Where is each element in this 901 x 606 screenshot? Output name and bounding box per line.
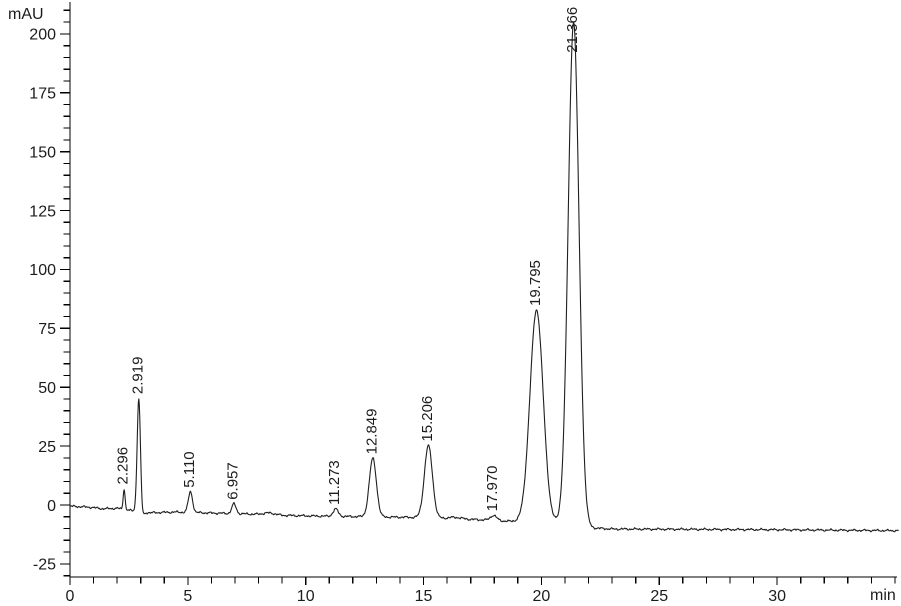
y-tick-label: 200 (29, 27, 56, 44)
y-tick-label: 175 (29, 86, 56, 103)
x-axis-unit-label: min (870, 587, 896, 604)
peak-retention-time-label: 5.110 (181, 451, 198, 487)
y-tick-label: -25 (33, 557, 56, 574)
peak-retention-time-label: 15.206 (419, 396, 436, 442)
peak-retention-time-label: 12.849 (363, 409, 380, 455)
y-tick-label: 50 (38, 380, 56, 397)
peak-retention-time-label: 21.366 (564, 7, 581, 53)
y-tick-label: 0 (47, 498, 56, 515)
peak-retention-time-label: 19.795 (527, 260, 544, 306)
x-tick-label: 0 (66, 588, 75, 605)
y-tick-label: 75 (38, 321, 56, 338)
x-tick-label: 15 (415, 588, 433, 605)
y-tick-label: 150 (29, 144, 56, 161)
x-tick-label: 30 (768, 588, 786, 605)
y-axis-unit-label: mAU (8, 6, 44, 23)
x-tick-label: 10 (297, 588, 315, 605)
peak-retention-time-label: 2.296 (115, 447, 132, 485)
y-tick-label: 25 (38, 439, 56, 456)
y-tick-label: 125 (29, 203, 56, 220)
peak-retention-time-label: 11.273 (326, 460, 343, 505)
peak-retention-time-label: 2.919 (129, 357, 146, 395)
x-tick-label: 20 (533, 588, 551, 605)
x-tick-label: 25 (650, 588, 668, 605)
axis-ticks (60, 9, 896, 585)
peak-labels: 2.296 2.919 5.110 6.957 11.273 12.849 15.206 17… (115, 7, 581, 512)
x-tick-label: 5 (183, 588, 192, 605)
y-tick-label: 100 (29, 262, 56, 279)
axis-tick-labels: -25 0 25 50 75 100 125 150 175 200 0 5 10 15 20 25 30 (29, 27, 786, 605)
chromatogram-trace (69, 22, 899, 533)
peak-retention-time-label: 17.970 (484, 466, 501, 512)
peak-retention-time-label: 6.957 (225, 462, 242, 500)
